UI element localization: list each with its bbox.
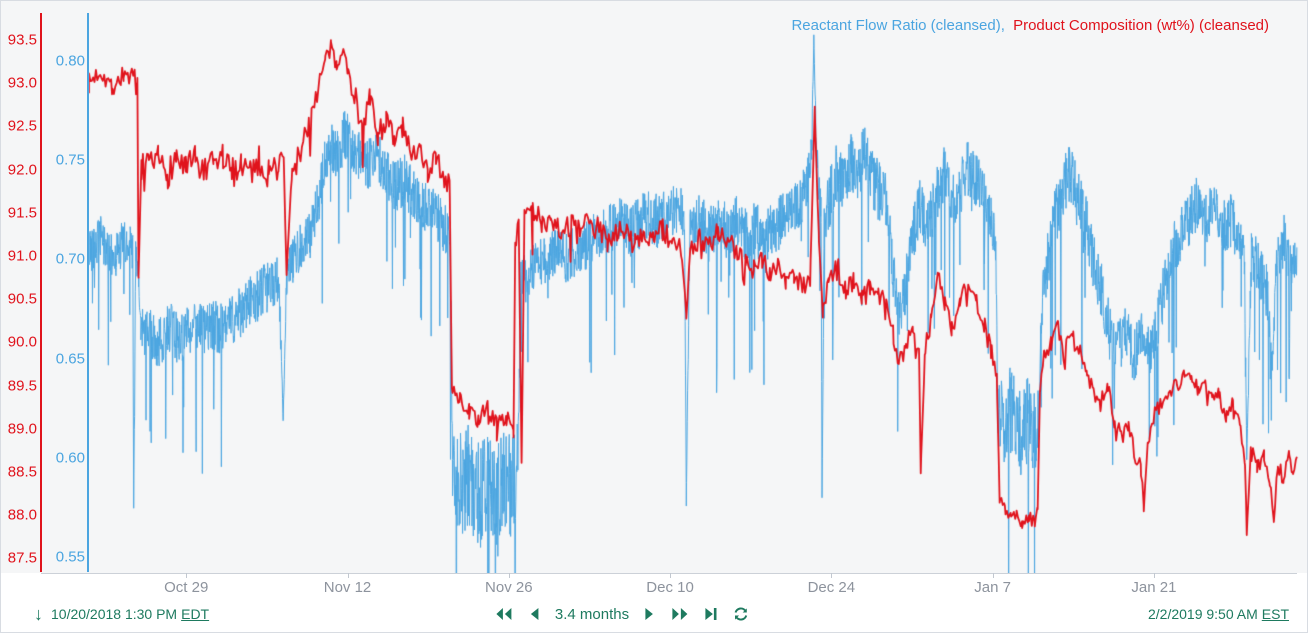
x-tick-label: Nov 12 [323,579,372,596]
x-tick-mark [992,573,994,578]
y-tick-label: 88.5 [7,463,37,481]
step-forward-icon[interactable] [644,607,655,621]
y-tick-label: 92.0 [7,161,37,179]
x-tick-mark [508,573,510,578]
y-tick-label: 0.60 [55,449,85,467]
start-datetime-text: 10/20/2018 1:30 PM [51,606,178,622]
y-tick-label: 89.5 [7,377,37,395]
step-backward-icon[interactable] [529,607,540,621]
x-tick-mark [186,573,188,578]
x-tick-label: Jan 7 [974,579,1011,596]
fast-backward-icon[interactable] [495,607,514,621]
y-tick-label: 92.5 [7,117,37,135]
x-tick-label: Dec 24 [807,579,856,596]
legend-item-reactant-flow-ratio[interactable]: Reactant Flow Ratio (cleansed), [791,17,1005,34]
range-end-group: 2/2/2019 9:50 AM EST [1148,606,1289,622]
y-tick-label: 91.5 [7,204,37,222]
y-tick-label: 90.0 [7,333,37,351]
display-range-end[interactable]: 2/2/2019 9:50 AM EST [1148,606,1289,622]
range-start-group: ↓ 10/20/2018 1:30 PM EDT [34,605,209,623]
refresh-icon[interactable] [733,606,749,622]
x-tick-label: Oct 29 [164,579,209,596]
x-tick-mark [347,573,349,578]
trend-chart-area[interactable]: 93.5 93.0 92.5 92.0 91.5 91.0 90.5 90.0 89.5 89.0… [1,1,1307,596]
end-timezone-link[interactable]: EST [1261,606,1289,622]
display-range-start[interactable]: 10/20/2018 1:30 PM EDT [51,606,209,622]
y-tick-label: 93.0 [7,74,37,92]
x-tick-label: Jan 21 [1131,579,1177,596]
time-range-toolbar: ↓ 10/20/2018 1:30 PM EDT 3.4 months [1,599,1307,629]
y-tick-label: 88.0 [7,506,37,524]
fast-forward-icon[interactable] [670,607,689,621]
y-tick-label: 91.0 [7,247,37,265]
y-tick-label: 87.5 [7,549,37,567]
down-arrow-icon[interactable]: ↓ [34,604,43,624]
y-tick-label: 90.5 [7,290,37,308]
x-tick-mark [831,573,833,578]
x-tick-mark [670,573,672,578]
reactant-flow-y-axis[interactable] [87,13,89,572]
y-tick-label: 0.70 [55,250,85,268]
y-tick-label: 0.75 [55,151,85,169]
trend-plot-canvas[interactable] [1,1,1307,573]
time-axis-line[interactable] [41,573,1297,574]
x-tick-label: Nov 26 [485,579,533,596]
x-tick-mark [1153,573,1155,578]
y-tick-label: 93.5 [7,31,37,49]
product-composition-y-axis[interactable] [40,13,42,572]
end-datetime-text: 2/2/2019 9:50 AM [1148,606,1258,622]
y-tick-label: 0.65 [55,350,85,368]
y-tick-label: 89.0 [7,420,37,438]
x-tick-label: Dec 10 [646,579,694,596]
legend: Reactant Flow Ratio (cleansed), Product … [787,17,1269,34]
y-tick-label: 0.80 [55,52,85,70]
start-timezone-link[interactable]: EDT [181,606,210,622]
skip-to-end-icon[interactable] [704,607,718,621]
display-range-duration[interactable]: 3.4 months [554,605,630,623]
legend-item-product-composition[interactable]: Product Composition (wt%) (cleansed) [1013,17,1269,34]
y-tick-label: 0.55 [55,548,85,566]
range-navigation-group: 3.4 months [495,606,749,623]
